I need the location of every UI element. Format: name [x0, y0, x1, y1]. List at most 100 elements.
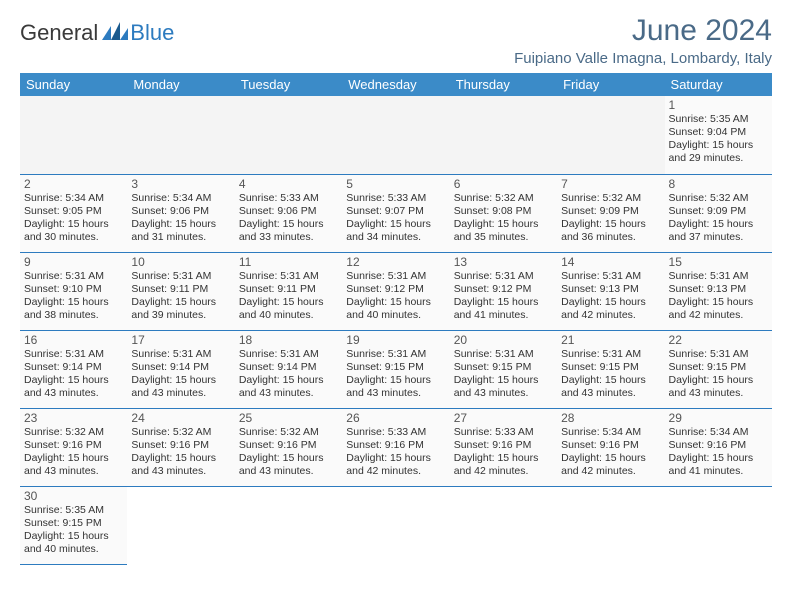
logo-mark-icon	[102, 20, 128, 46]
calendar-cell-empty	[127, 486, 234, 564]
calendar-cell: 30Sunrise: 5:35 AMSunset: 9:15 PMDayligh…	[20, 486, 127, 564]
sunrise-text: Sunrise: 5:31 AM	[239, 270, 338, 283]
daylight-text: and 43 minutes.	[24, 465, 123, 478]
calendar-cell: 18Sunrise: 5:31 AMSunset: 9:14 PMDayligh…	[235, 330, 342, 408]
sunrise-text: Sunrise: 5:31 AM	[24, 270, 123, 283]
sunrise-text: Sunrise: 5:31 AM	[454, 348, 553, 361]
calendar-cell: 29Sunrise: 5:34 AMSunset: 9:16 PMDayligh…	[665, 408, 772, 486]
day-number: 10	[131, 255, 230, 269]
day-header: Saturday	[665, 73, 772, 96]
daylight-text: and 43 minutes.	[346, 387, 445, 400]
sunset-text: Sunset: 9:12 PM	[454, 283, 553, 296]
sunset-text: Sunset: 9:10 PM	[24, 283, 123, 296]
calendar-cell-empty	[665, 486, 772, 564]
sunset-text: Sunset: 9:16 PM	[346, 439, 445, 452]
day-header: Thursday	[450, 73, 557, 96]
day-number: 29	[669, 411, 768, 425]
day-number: 12	[346, 255, 445, 269]
day-number: 11	[239, 255, 338, 269]
sunrise-text: Sunrise: 5:31 AM	[454, 270, 553, 283]
sunrise-text: Sunrise: 5:31 AM	[346, 348, 445, 361]
sunrise-text: Sunrise: 5:31 AM	[669, 270, 768, 283]
daylight-text: Daylight: 15 hours	[24, 452, 123, 465]
calendar-cell: 3Sunrise: 5:34 AMSunset: 9:06 PMDaylight…	[127, 174, 234, 252]
day-number: 23	[24, 411, 123, 425]
daylight-text: Daylight: 15 hours	[454, 374, 553, 387]
day-header: Tuesday	[235, 73, 342, 96]
sunset-text: Sunset: 9:14 PM	[24, 361, 123, 374]
day-number: 7	[561, 177, 660, 191]
sunset-text: Sunset: 9:16 PM	[561, 439, 660, 452]
daylight-text: and 43 minutes.	[239, 387, 338, 400]
sunrise-text: Sunrise: 5:34 AM	[669, 426, 768, 439]
daylight-text: Daylight: 15 hours	[561, 218, 660, 231]
sunrise-text: Sunrise: 5:34 AM	[131, 192, 230, 205]
day-number: 13	[454, 255, 553, 269]
day-number: 8	[669, 177, 768, 191]
calendar-cell-empty	[235, 96, 342, 174]
sunset-text: Sunset: 9:11 PM	[239, 283, 338, 296]
day-header-row: SundayMondayTuesdayWednesdayThursdayFrid…	[20, 73, 772, 96]
day-number: 14	[561, 255, 660, 269]
calendar-cell-empty	[557, 486, 664, 564]
daylight-text: Daylight: 15 hours	[454, 296, 553, 309]
calendar-cell: 12Sunrise: 5:31 AMSunset: 9:12 PMDayligh…	[342, 252, 449, 330]
calendar-cell: 10Sunrise: 5:31 AMSunset: 9:11 PMDayligh…	[127, 252, 234, 330]
sunset-text: Sunset: 9:04 PM	[669, 126, 768, 139]
day-number: 27	[454, 411, 553, 425]
calendar-cell-empty	[127, 96, 234, 174]
calendar-row: 9Sunrise: 5:31 AMSunset: 9:10 PMDaylight…	[20, 252, 772, 330]
daylight-text: and 43 minutes.	[131, 465, 230, 478]
daylight-text: and 34 minutes.	[346, 231, 445, 244]
day-number: 1	[669, 98, 768, 112]
calendar-cell: 6Sunrise: 5:32 AMSunset: 9:08 PMDaylight…	[450, 174, 557, 252]
calendar-row: 1Sunrise: 5:35 AMSunset: 9:04 PMDaylight…	[20, 96, 772, 174]
daylight-text: and 43 minutes.	[131, 387, 230, 400]
sunset-text: Sunset: 9:14 PM	[239, 361, 338, 374]
daylight-text: and 43 minutes.	[669, 387, 768, 400]
daylight-text: and 38 minutes.	[24, 309, 123, 322]
daylight-text: Daylight: 15 hours	[24, 530, 123, 543]
calendar-cell: 2Sunrise: 5:34 AMSunset: 9:05 PMDaylight…	[20, 174, 127, 252]
sunrise-text: Sunrise: 5:33 AM	[239, 192, 338, 205]
daylight-text: Daylight: 15 hours	[561, 296, 660, 309]
daylight-text: and 42 minutes.	[669, 309, 768, 322]
day-number: 15	[669, 255, 768, 269]
calendar-cell-empty	[20, 96, 127, 174]
daylight-text: Daylight: 15 hours	[131, 452, 230, 465]
calendar-cell: 5Sunrise: 5:33 AMSunset: 9:07 PMDaylight…	[342, 174, 449, 252]
daylight-text: and 29 minutes.	[669, 152, 768, 165]
location-text: Fuipiano Valle Imagna, Lombardy, Italy	[514, 50, 772, 67]
sunrise-text: Sunrise: 5:31 AM	[561, 270, 660, 283]
calendar-cell-empty	[342, 96, 449, 174]
daylight-text: and 30 minutes.	[24, 231, 123, 244]
sunset-text: Sunset: 9:13 PM	[561, 283, 660, 296]
day-header: Sunday	[20, 73, 127, 96]
daylight-text: Daylight: 15 hours	[669, 452, 768, 465]
calendar-row: 23Sunrise: 5:32 AMSunset: 9:16 PMDayligh…	[20, 408, 772, 486]
sunset-text: Sunset: 9:15 PM	[454, 361, 553, 374]
calendar-cell: 22Sunrise: 5:31 AMSunset: 9:15 PMDayligh…	[665, 330, 772, 408]
sunset-text: Sunset: 9:15 PM	[346, 361, 445, 374]
daylight-text: and 41 minutes.	[669, 465, 768, 478]
sunset-text: Sunset: 9:15 PM	[669, 361, 768, 374]
calendar-cell: 15Sunrise: 5:31 AMSunset: 9:13 PMDayligh…	[665, 252, 772, 330]
daylight-text: Daylight: 15 hours	[561, 374, 660, 387]
calendar-cell: 28Sunrise: 5:34 AMSunset: 9:16 PMDayligh…	[557, 408, 664, 486]
sunset-text: Sunset: 9:15 PM	[24, 517, 123, 530]
day-number: 17	[131, 333, 230, 347]
daylight-text: and 42 minutes.	[346, 465, 445, 478]
sunset-text: Sunset: 9:08 PM	[454, 205, 553, 218]
month-title: June 2024	[514, 14, 772, 48]
calendar-cell: 21Sunrise: 5:31 AMSunset: 9:15 PMDayligh…	[557, 330, 664, 408]
daylight-text: Daylight: 15 hours	[239, 374, 338, 387]
daylight-text: Daylight: 15 hours	[346, 296, 445, 309]
sunset-text: Sunset: 9:11 PM	[131, 283, 230, 296]
daylight-text: Daylight: 15 hours	[239, 452, 338, 465]
sunrise-text: Sunrise: 5:32 AM	[561, 192, 660, 205]
daylight-text: Daylight: 15 hours	[24, 374, 123, 387]
sunset-text: Sunset: 9:16 PM	[239, 439, 338, 452]
sunset-text: Sunset: 9:06 PM	[239, 205, 338, 218]
logo-text-part1: General	[20, 20, 98, 46]
daylight-text: Daylight: 15 hours	[24, 218, 123, 231]
